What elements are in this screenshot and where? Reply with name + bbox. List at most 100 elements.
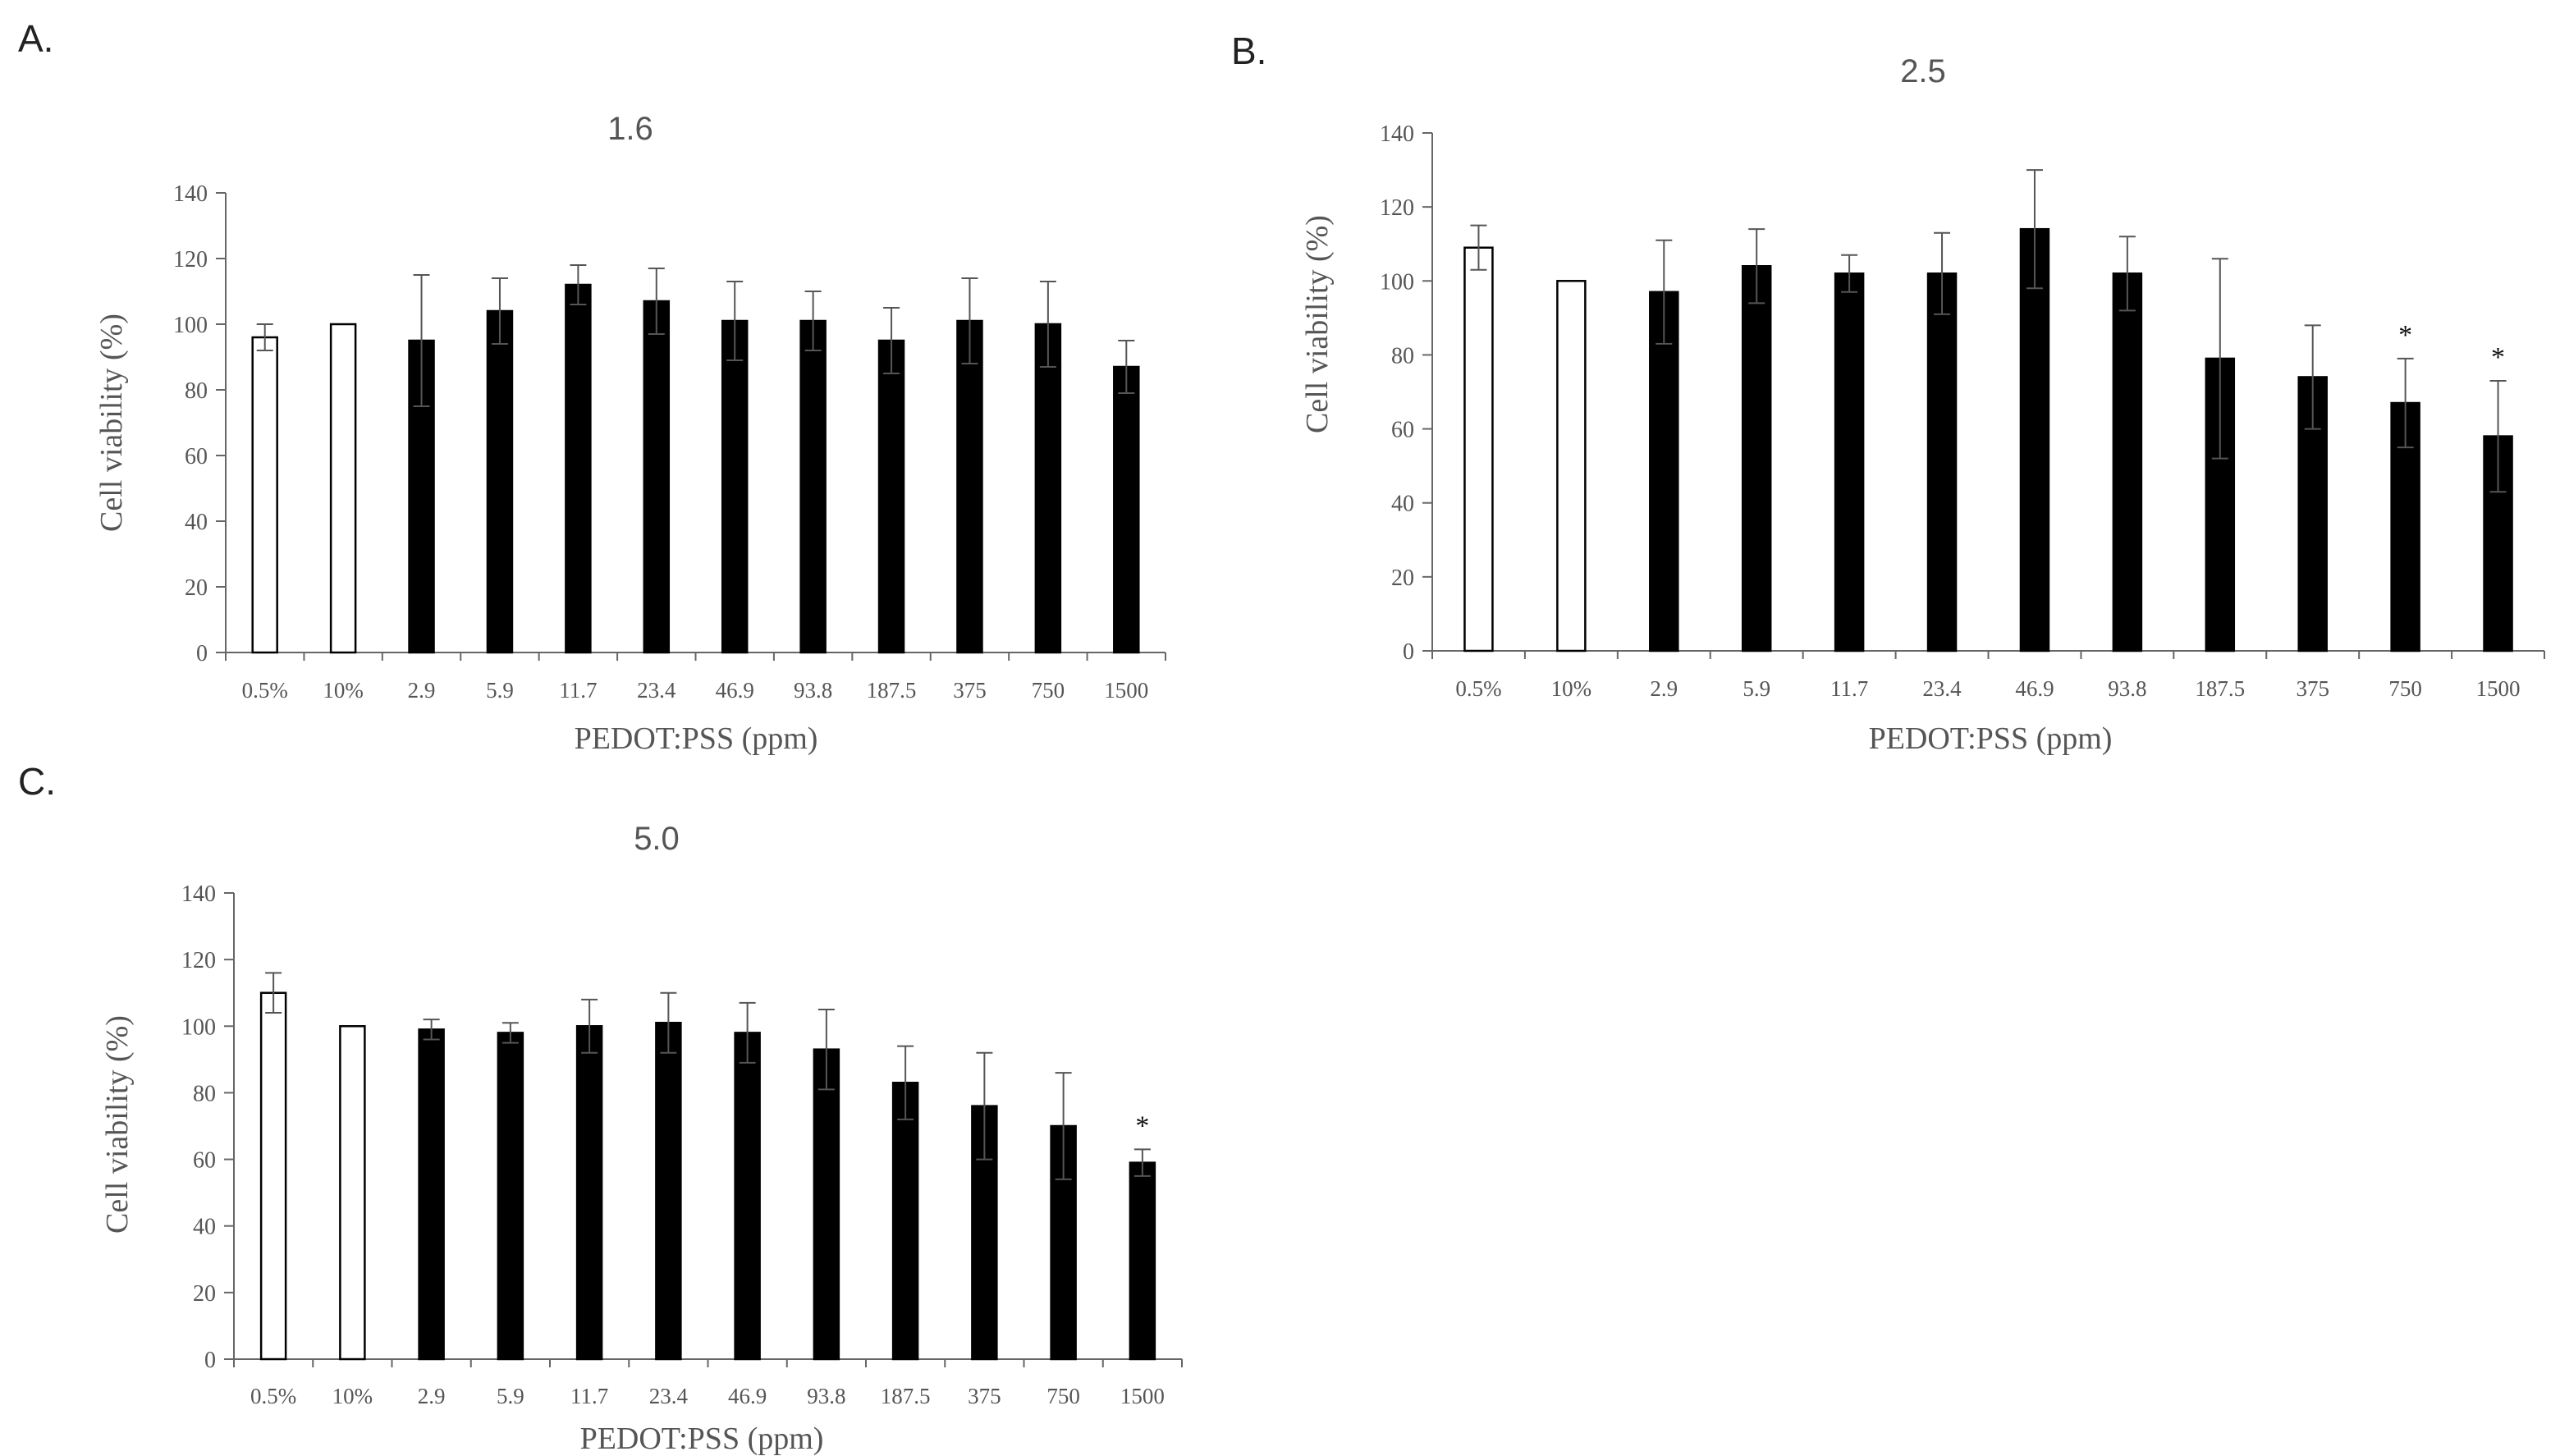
y-tick-label: 0	[204, 1348, 216, 1373]
y-tick-label: 0	[196, 641, 208, 666]
bar-93.8	[799, 319, 827, 654]
x-tick-label: 0.5%	[1455, 676, 1501, 701]
x-tick-label: 375	[968, 1384, 1001, 1408]
bar-2.9	[1649, 291, 1679, 652]
x-tick-label: 46.9	[728, 1384, 767, 1408]
y-tick-label: 40	[1391, 492, 1414, 517]
chart-title: 1.6	[607, 111, 653, 147]
x-tick-label: 46.9	[716, 678, 754, 703]
x-tick-label: 2.9	[1650, 676, 1678, 701]
y-tick-label: 140	[181, 881, 216, 907]
x-axis-label: PEDOT:PSS (ppm)	[1869, 721, 2113, 756]
y-axis-label: Cell viability (%)	[100, 1015, 135, 1234]
y-tick-label: 80	[185, 378, 208, 404]
y-tick-label: 120	[1380, 195, 1414, 221]
x-tick-label: 187.5	[867, 678, 917, 703]
x-tick-label: 23.4	[637, 678, 676, 703]
y-tick-label: 80	[193, 1081, 216, 1106]
y-tick-label: 40	[185, 510, 208, 535]
bar-0.5%	[259, 991, 287, 1361]
x-tick-label: 750	[1032, 678, 1065, 703]
x-tick-label: 2.9	[418, 1384, 446, 1408]
bar-23.4	[643, 300, 671, 654]
bar-11.7	[575, 1025, 603, 1361]
x-tick-label: 0.5%	[250, 1384, 296, 1408]
x-tick-label: 93.8	[807, 1384, 845, 1408]
x-tick-label: 750	[1046, 1384, 1080, 1408]
x-tick-label: 1500	[2476, 676, 2521, 701]
x-tick-label: 5.9	[486, 678, 514, 703]
bar-23.4	[655, 1021, 682, 1361]
bar-0.5%	[1463, 246, 1494, 652]
x-tick-label: 187.5	[881, 1384, 931, 1408]
x-tick-label: 1500	[1120, 1384, 1165, 1408]
bar-5.9	[486, 309, 514, 654]
bar-10%	[329, 323, 357, 654]
bar-93.8	[2112, 272, 2143, 652]
y-tick-label: 0	[1403, 639, 1414, 665]
x-tick-label: 10%	[323, 678, 364, 703]
y-tick-label: 80	[1391, 343, 1414, 369]
x-tick-label: 5.9	[497, 1384, 524, 1408]
x-tick-label: 93.8	[794, 678, 832, 703]
panel-label-c: C.	[18, 760, 56, 803]
bar-10%	[1556, 280, 1587, 652]
y-tick-label: 100	[181, 1014, 216, 1040]
y-axis-label: Cell viability (%)	[1300, 215, 1335, 433]
x-tick-label: 11.7	[570, 1384, 608, 1408]
bar-11.7	[1834, 272, 1865, 652]
bar-1500	[1113, 365, 1140, 654]
y-axis-label: Cell viability (%)	[94, 314, 129, 532]
chart-title: 2.5	[1900, 53, 1946, 89]
significance-marker: *	[2398, 320, 2412, 350]
y-tick-label: 140	[173, 181, 208, 207]
bar-46.9	[721, 319, 749, 654]
x-tick-label: 1500	[1104, 678, 1148, 703]
x-tick-label: 375	[2296, 676, 2329, 701]
bar-46.9	[734, 1032, 761, 1361]
x-tick-label: 23.4	[649, 1384, 689, 1408]
y-tick-label: 60	[193, 1148, 216, 1174]
x-tick-label: 11.7	[559, 678, 597, 703]
x-tick-label: 750	[2388, 676, 2422, 701]
bar-0.5%	[251, 336, 278, 654]
x-tick-label: 5.9	[1743, 676, 1770, 701]
bar-187.5	[891, 1082, 919, 1361]
bar-23.4	[1926, 272, 1958, 652]
y-tick-label: 40	[193, 1215, 216, 1240]
y-tick-label: 120	[181, 948, 216, 973]
x-tick-label: 0.5%	[242, 678, 288, 703]
y-tick-label: 20	[185, 575, 208, 601]
x-tick-label: 11.7	[1830, 676, 1868, 701]
x-tick-label: 2.9	[408, 678, 436, 703]
bar-10%	[339, 1025, 366, 1361]
y-tick-label: 60	[185, 444, 208, 469]
x-tick-label: 46.9	[2015, 676, 2054, 701]
y-tick-label: 20	[193, 1281, 216, 1307]
y-tick-label: 100	[173, 313, 208, 338]
x-tick-label: 10%	[1551, 676, 1592, 701]
significance-marker: *	[1135, 1110, 1149, 1141]
significance-marker: *	[2491, 342, 2505, 373]
bar-750	[1034, 323, 1062, 654]
chart-title: 5.0	[634, 821, 680, 857]
bar-5.9	[497, 1032, 524, 1361]
x-axis-label: PEDOT:PSS (ppm)	[580, 1422, 824, 1456]
bar-2.9	[418, 1028, 445, 1361]
x-tick-label: 93.8	[2108, 676, 2146, 701]
bar-1500	[1129, 1161, 1156, 1361]
y-tick-label: 140	[1380, 121, 1414, 147]
bar-187.5	[877, 339, 905, 654]
bar-93.8	[813, 1048, 840, 1361]
x-tick-label: 23.4	[1922, 676, 1962, 701]
panel-label-a: A.	[18, 17, 54, 60]
y-tick-label: 60	[1391, 418, 1414, 443]
y-tick-label: 100	[1380, 269, 1414, 295]
y-tick-label: 120	[173, 247, 208, 272]
y-tick-label: 20	[1391, 565, 1414, 591]
x-tick-label: 375	[953, 678, 987, 703]
x-tick-label: 187.5	[2195, 676, 2245, 701]
